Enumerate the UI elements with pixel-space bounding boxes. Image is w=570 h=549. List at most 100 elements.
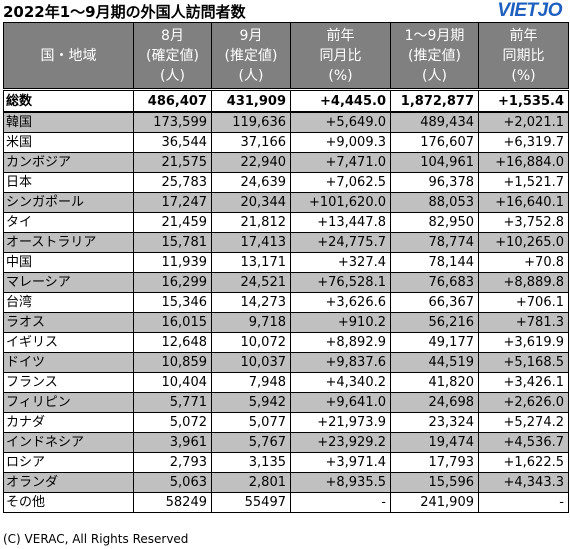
row-aug-value: 5,063 (133, 472, 212, 493)
table-row: カンボジア 21,575 22,940 +7,471.0 104,961 +16,884.… (3, 152, 569, 173)
row-region-label: インドネシア (3, 432, 134, 453)
row-aug-value: 11,939 (133, 252, 212, 273)
row-yoy-month-value: +3,626.6 (290, 292, 391, 313)
row-yoy-month-value: +7,062.5 (290, 172, 391, 193)
header-yoy-period-line2: 同期比 (502, 47, 545, 64)
header-aug: 8月 (確定値) (人) (133, 22, 212, 90)
row-yoy-month-value: +9,009.3 (290, 132, 391, 153)
row-yoy-period-value: +2,021.1 (478, 111, 569, 133)
row-yoy-period-value: +3,426.1 (478, 372, 569, 393)
row-yoy-month-value: +4,340.2 (290, 372, 391, 393)
row-sep-value: 9,718 (211, 312, 291, 333)
row-aug-value: 16,015 (133, 312, 212, 333)
row-yoy-month-value: +23,929.2 (290, 432, 391, 453)
table-row: オーストラリア 15,781 17,413 +24,775.7 78,774 +10,26… (3, 232, 569, 253)
row-yoy-month-value: +24,775.7 (290, 232, 391, 253)
table-row: フランス 10,404 7,948 +4,340.2 41,820 +3,426.1 (3, 372, 569, 393)
row-region-label: その他 (3, 492, 134, 513)
total-yoy-month: +4,445.0 (290, 88, 391, 113)
row-sep-value: 5,942 (211, 392, 291, 413)
row-yoy-month-value: +5,649.0 (290, 111, 391, 133)
row-ytd-value: 66,367 (390, 292, 479, 313)
row-ytd-value: 82,950 (390, 212, 479, 233)
row-aug-value: 58249 (133, 492, 212, 513)
table-row: 韓国 173,599 119,636 +5,649.0 489,434 +2,021.1 (3, 111, 569, 133)
row-region-label: オーストラリア (3, 232, 134, 253)
row-yoy-period-value: +8,889.8 (478, 272, 569, 293)
row-sep-value: 17,413 (211, 232, 291, 253)
header-yoy-period-line3: (%) (511, 67, 536, 84)
row-aug-value: 17,247 (133, 192, 212, 213)
total-ytd: 1,872,877 (390, 88, 479, 113)
visitor-stats-table: 国・地域 8月 (確定値) (人) 9月 (推定値) (人) 前年 同月比 (%… (3, 22, 569, 513)
row-aug-value: 10,404 (133, 372, 212, 393)
row-aug-value: 3,961 (133, 432, 212, 453)
page-title: 2022年1～9月期の外国人訪問者数 (3, 3, 246, 21)
row-yoy-month-value: +21,973.9 (290, 412, 391, 433)
header-yoy-month-line1: 前年 (326, 27, 355, 44)
row-yoy-period-value: - (478, 492, 569, 513)
vietjo-logo[interactable]: VIETJO (497, 0, 562, 21)
row-region-label: イギリス (3, 332, 134, 353)
row-aug-value: 10,859 (133, 352, 212, 373)
row-yoy-month-value: +8,892.9 (290, 332, 391, 353)
header-aug-line1: 8月 (161, 27, 184, 44)
row-ytd-value: 49,177 (390, 332, 479, 353)
row-ytd-value: 78,144 (390, 252, 479, 273)
row-yoy-month-value: +7,471.0 (290, 152, 391, 173)
header-ytd-line2: (推定値) (408, 47, 461, 64)
table-row: 中国 11,939 13,171 +327.4 78,144 +70.8 (3, 252, 569, 273)
row-yoy-month-value: +13,447.8 (290, 212, 391, 233)
row-yoy-period-value: +6,319.7 (478, 132, 569, 153)
header-row: 国・地域 8月 (確定値) (人) 9月 (推定値) (人) 前年 同月比 (%… (3, 22, 569, 90)
row-aug-value: 5,072 (133, 412, 212, 433)
row-yoy-period-value: +16,640.1 (478, 192, 569, 213)
row-aug-value: 25,783 (133, 172, 212, 193)
header-yoy-month-line3: (%) (328, 67, 353, 84)
table-row: 台湾 15,346 14,273 +3,626.6 66,367 +706.1 (3, 292, 569, 313)
row-region-label: ドイツ (3, 352, 134, 373)
row-region-label: カンボジア (3, 152, 134, 173)
row-aug-value: 2,793 (133, 452, 212, 473)
row-sep-value: 21,812 (211, 212, 291, 233)
header-sep-line3: (人) (238, 67, 264, 84)
row-sep-value: 55497 (211, 492, 291, 513)
header-yoy-month-line2: 同月比 (319, 47, 362, 64)
row-ytd-value: 88,053 (390, 192, 479, 213)
row-yoy-period-value: +3,752.8 (478, 212, 569, 233)
row-region-label: 中国 (3, 252, 134, 273)
header-yoy-month: 前年 同月比 (%) (290, 22, 391, 90)
row-yoy-period-value: +4,343.3 (478, 472, 569, 493)
row-ytd-value: 44,519 (390, 352, 479, 373)
total-label: 総数 (3, 88, 134, 113)
table-row: その他 58249 55497-241,909- (3, 492, 569, 513)
header-aug-line3: (人) (160, 67, 185, 84)
header-yoy-period: 前年 同期比 (%) (478, 22, 569, 90)
table-row: 米国 36,544 37,166 +9,009.3 176,607 +6,319.7 (3, 132, 569, 153)
row-region-label: マレーシア (3, 272, 134, 293)
row-yoy-month-value: - (290, 492, 391, 513)
row-ytd-value: 15,596 (390, 472, 479, 493)
row-ytd-value: 23,324 (390, 412, 479, 433)
row-sep-value: 37,166 (211, 132, 291, 153)
row-ytd-value: 489,434 (390, 111, 479, 133)
row-region-label: 韓国 (3, 111, 134, 133)
header-sep-line2: (推定値) (224, 47, 278, 64)
row-ytd-value: 17,793 (390, 452, 479, 473)
table-row: カナダ 5,072 5,077 +21,973.9 23,324 +5,274.2 (3, 412, 569, 433)
row-ytd-value: 24,698 (390, 392, 479, 413)
row-yoy-month-value: +76,528.1 (290, 272, 391, 293)
row-aug-value: 36,544 (133, 132, 212, 153)
row-ytd-value: 176,607 (390, 132, 479, 153)
row-region-label: ラオス (3, 312, 134, 333)
row-sep-value: 10,037 (211, 352, 291, 373)
row-ytd-value: 41,820 (390, 372, 479, 393)
row-yoy-period-value: +2,626.0 (478, 392, 569, 413)
header-sep-line1: 9月 (239, 27, 263, 44)
row-ytd-value: 19,474 (390, 432, 479, 453)
row-yoy-period-value: +781.3 (478, 312, 569, 333)
row-aug-value: 12,648 (133, 332, 212, 353)
row-yoy-period-value: +1,622.5 (478, 452, 569, 473)
table-row: インドネシア 3,961 5,767 +23,929.2 19,474 +4,536.7 (3, 432, 569, 453)
row-aug-value: 15,346 (133, 292, 212, 313)
